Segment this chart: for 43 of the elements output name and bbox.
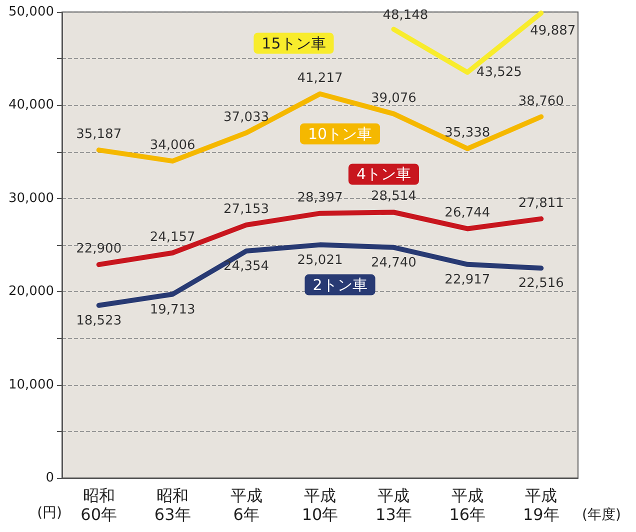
data-label: 48,148 — [382, 8, 428, 23]
data-label: 24,354 — [224, 259, 270, 274]
data-label: 24,157 — [150, 230, 196, 245]
data-label: 41,217 — [297, 70, 343, 86]
data-label: 26,744 — [444, 206, 490, 221]
data-label: 22,900 — [76, 242, 122, 257]
data-label: 35,187 — [76, 127, 122, 142]
data-label: 38,760 — [518, 94, 564, 109]
data-label: 24,740 — [370, 255, 416, 270]
data-label: 19,713 — [150, 302, 196, 318]
data-label: 28,514 — [370, 189, 416, 204]
x-tick-label: 平成 16年 — [449, 486, 486, 524]
x-tick-label: 平成 6年 — [230, 486, 262, 524]
series-label: 2トン車 — [312, 276, 368, 294]
y-axis-title: (円) — [37, 505, 62, 521]
data-label: 27,153 — [224, 202, 270, 217]
data-label: 22,516 — [518, 276, 564, 292]
data-label: 39,076 — [370, 90, 416, 106]
text: 15トン車 — [262, 34, 326, 52]
data-label: 34,006 — [150, 138, 196, 154]
data-label: 43,525 — [476, 64, 522, 80]
y-tick-label: 30,000 — [8, 190, 54, 206]
x-tick-label: 昭和 60年 — [80, 486, 118, 524]
data-label: 18,523 — [76, 313, 122, 328]
data-label: 37,033 — [224, 110, 270, 125]
y-tick-label: 40,000 — [8, 98, 54, 113]
series-label: 10トン車 — [308, 124, 372, 143]
x-axis-title: (年度) — [582, 507, 621, 523]
x-tick-label: 昭和 63年 — [154, 486, 191, 524]
y-tick-label: 50,000 — [8, 4, 54, 20]
data-label: 25,021 — [297, 252, 343, 268]
series-label: 4トン車 — [356, 165, 411, 184]
data-label: 49,887 — [530, 24, 576, 39]
x-tick-label: 平成 19年 — [522, 486, 560, 524]
data-label: 35,338 — [444, 126, 490, 141]
y-tick-label: 20,000 — [8, 284, 54, 300]
data-label: 28,397 — [297, 190, 343, 206]
y-tick-label: 10,000 — [8, 377, 54, 392]
x-tick-label: 平成 10年 — [302, 486, 338, 524]
data-label: 27,811 — [518, 196, 564, 211]
y-tick-label: 0 — [46, 470, 54, 486]
data-label: 22,917 — [444, 272, 490, 288]
x-tick-label: 平成 13年 — [376, 486, 412, 524]
